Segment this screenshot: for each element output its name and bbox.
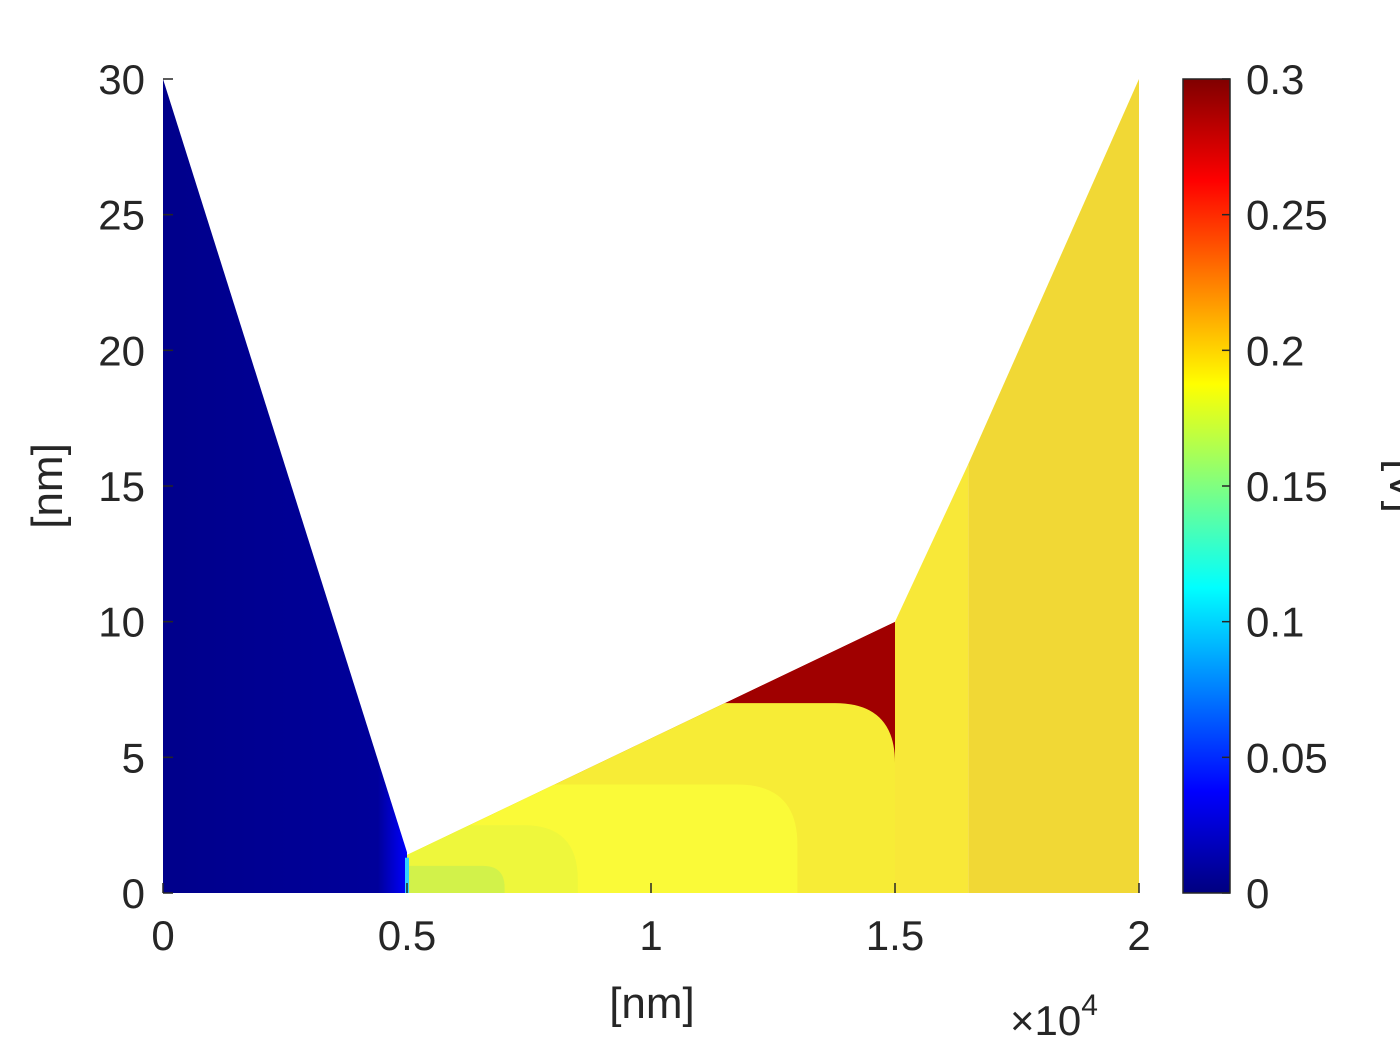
colorbar-tick-label: 0.25 (1246, 192, 1328, 239)
colorbar-tick-label: 0.05 (1246, 734, 1328, 781)
channel-contour (407, 865, 505, 893)
y-tick-label: 0 (122, 870, 145, 917)
junction-edge (405, 857, 409, 893)
colorbar-label: [V] (1380, 459, 1400, 513)
x-tick-label: 2 (1127, 912, 1150, 959)
right-electrode-inner-region (895, 464, 969, 893)
x-axis-label: [nm] (609, 979, 695, 1028)
x-axis: 0 0.5 1 1.5 2 (151, 883, 1151, 959)
colorbar-tick-label: 0 (1246, 870, 1269, 917)
x-tick-label: 1 (639, 912, 662, 959)
plot-area (163, 79, 1139, 893)
x-tick-label: 0.5 (378, 912, 436, 959)
left-electrode-region (163, 79, 407, 893)
colorbar-tick-label: 0.3 (1246, 56, 1304, 103)
y-tick-label: 15 (98, 463, 145, 510)
x-exponent-power: 4 (1081, 989, 1098, 1022)
y-tick-label: 10 (98, 599, 145, 646)
colorbar-tick-label: 0.2 (1246, 327, 1304, 374)
y-tick-label: 20 (98, 327, 145, 374)
x-exponent-base: ×10 (1010, 997, 1081, 1044)
colorbar: 0 0.05 0.1 0.15 0.2 0.25 0.3 (1182, 56, 1328, 917)
y-axis: 0 5 10 15 20 25 30 (98, 56, 173, 917)
right-electrode-outer-region (968, 79, 1139, 893)
x-tick-label: 0 (151, 912, 174, 959)
colorbar-tick-label: 0.1 (1246, 599, 1304, 646)
y-tick-label: 5 (122, 734, 145, 781)
channel-region (407, 621, 895, 893)
y-tick-label: 30 (98, 56, 145, 103)
y-tick-label: 25 (98, 192, 145, 239)
colorbar-tick-label: 0.15 (1246, 463, 1328, 510)
x-tick-label: 1.5 (866, 912, 924, 959)
x-exponent-label: ×104 (1010, 989, 1098, 1044)
y-axis-label: [nm] (23, 443, 72, 529)
